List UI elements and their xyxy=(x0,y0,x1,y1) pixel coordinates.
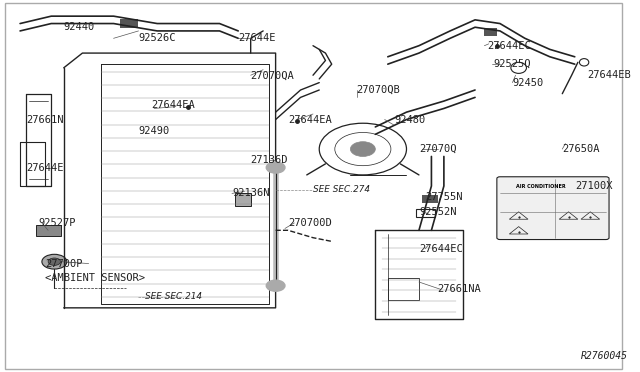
Bar xyxy=(235,193,251,206)
Ellipse shape xyxy=(42,254,67,269)
Bar xyxy=(36,225,61,236)
Text: 27644E: 27644E xyxy=(238,33,276,43)
Text: 92490: 92490 xyxy=(138,126,170,136)
Bar xyxy=(388,278,419,301)
Text: 27070QA: 27070QA xyxy=(251,70,294,80)
Ellipse shape xyxy=(266,280,285,291)
Bar xyxy=(422,195,438,203)
Text: 27644E: 27644E xyxy=(26,163,64,173)
Text: 27661N: 27661N xyxy=(26,115,64,125)
Text: 92136N: 92136N xyxy=(232,188,269,198)
Text: 27644EB: 27644EB xyxy=(588,70,631,80)
Text: 27100X: 27100X xyxy=(575,181,612,191)
Text: 27644EC: 27644EC xyxy=(488,41,531,51)
Ellipse shape xyxy=(266,162,285,173)
Text: SEE SEC.214: SEE SEC.214 xyxy=(145,292,202,301)
Text: 27136D: 27136D xyxy=(251,155,288,165)
Text: 27644EA: 27644EA xyxy=(151,100,195,110)
Text: SEE SEC.274: SEE SEC.274 xyxy=(313,185,370,194)
Text: 92525Q: 92525Q xyxy=(493,59,531,69)
Text: 27661NA: 27661NA xyxy=(438,284,481,294)
Text: 27070QB: 27070QB xyxy=(356,85,401,95)
Bar xyxy=(416,209,435,217)
Bar xyxy=(120,19,138,28)
FancyBboxPatch shape xyxy=(497,177,609,240)
Text: 27700P: 27700P xyxy=(45,259,83,269)
Text: 92527P: 92527P xyxy=(39,218,76,228)
Text: 27755N: 27755N xyxy=(425,192,463,202)
Text: 270700D: 270700D xyxy=(288,218,332,228)
Text: 27650A: 27650A xyxy=(563,144,600,154)
Text: <AMBIENT SENSOR>: <AMBIENT SENSOR> xyxy=(45,273,145,283)
Ellipse shape xyxy=(48,258,61,265)
Text: AIR CONDITIONER: AIR CONDITIONER xyxy=(516,184,565,189)
Text: 27644EA: 27644EA xyxy=(288,115,332,125)
Text: R2760045: R2760045 xyxy=(581,351,628,361)
Text: 92552N: 92552N xyxy=(419,207,456,217)
Text: 27070Q: 27070Q xyxy=(419,144,456,154)
Text: 92480: 92480 xyxy=(394,115,425,125)
Circle shape xyxy=(350,142,375,157)
Text: 27644EC: 27644EC xyxy=(419,244,463,254)
Text: 92440: 92440 xyxy=(64,22,95,32)
Text: 92526C: 92526C xyxy=(138,33,176,43)
Text: 92450: 92450 xyxy=(513,78,544,88)
Bar xyxy=(484,28,497,36)
